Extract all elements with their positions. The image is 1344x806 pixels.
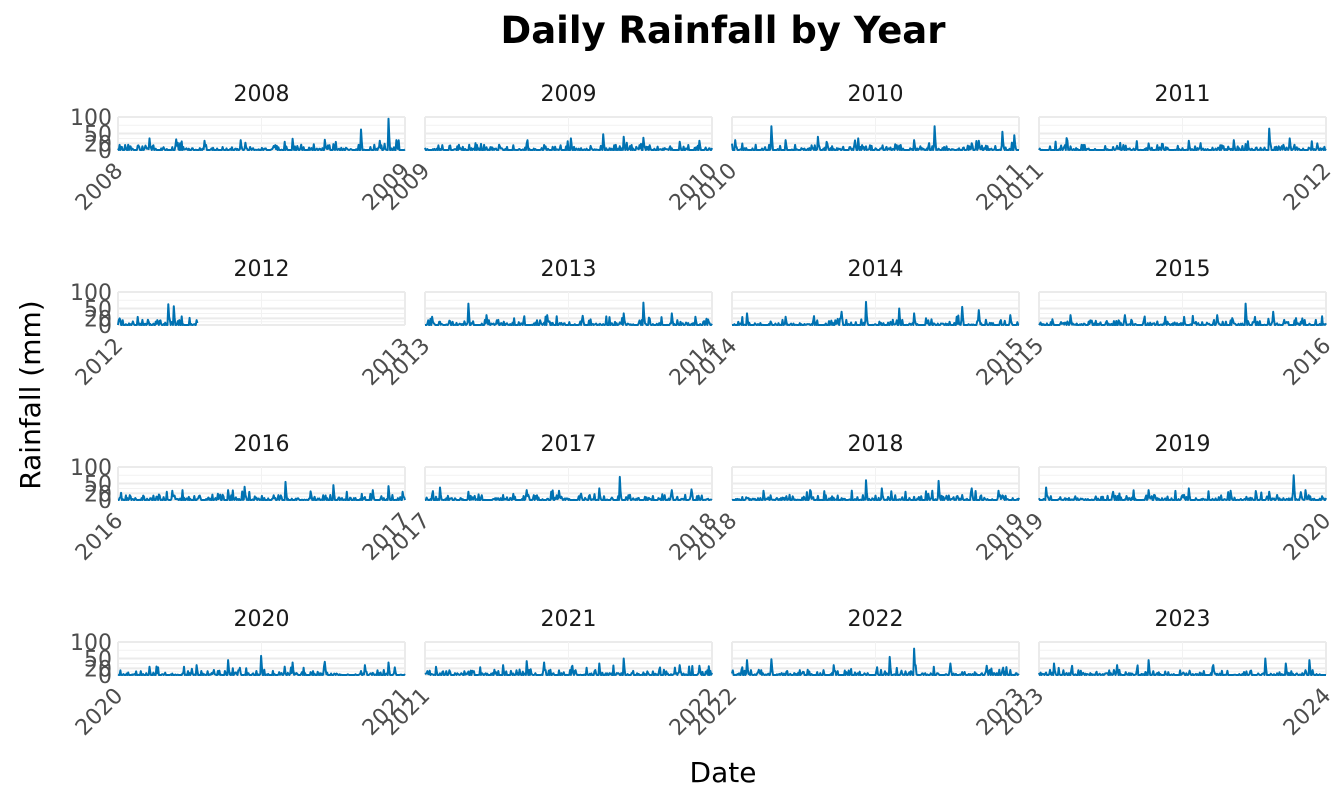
x-axis-title: Date <box>690 756 757 789</box>
facet-strip-label: 2016 <box>234 432 290 457</box>
facet-strip-label: 2023 <box>1155 607 1211 632</box>
x-tick-label: 2008 <box>71 159 128 216</box>
y-tick-label: 100 <box>70 106 112 131</box>
x-tick-label: 2012 <box>1279 159 1336 216</box>
rainfall-series-line <box>424 301 713 326</box>
y-tick-label: 20 <box>84 307 112 332</box>
rainfall-series-line <box>1038 127 1327 151</box>
rainfall-series-line <box>117 480 406 501</box>
rainfall-series-line <box>117 117 406 151</box>
y-tick-label: 100 <box>70 281 112 306</box>
rainfall-series-line <box>117 303 199 326</box>
y-tick-label: 50 <box>84 648 112 673</box>
y-tick-label: 20 <box>84 657 112 682</box>
facet-strip-label: 2012 <box>234 257 290 282</box>
y-tick-label: 50 <box>84 298 112 323</box>
facet-strip-label: 2014 <box>848 257 904 282</box>
y-tick-label: 20 <box>84 482 112 507</box>
facet-strip-label: 2008 <box>234 82 290 107</box>
chart-title: Daily Rainfall by Year <box>500 9 946 52</box>
x-tick-label: 2016 <box>71 509 128 566</box>
rainfall-series-line <box>731 300 1020 326</box>
x-tick-label: 2012 <box>71 334 128 391</box>
rainfall-series-line <box>731 125 1020 151</box>
rainfall-series-line <box>424 657 713 676</box>
facet-strip-label: 2017 <box>541 432 597 457</box>
rainfall-series-line <box>1038 302 1327 326</box>
facet-strip-label: 2009 <box>541 82 597 107</box>
y-tick-label: 50 <box>84 123 112 148</box>
facet-strip-label: 2022 <box>848 607 904 632</box>
rainfall-series-line <box>1038 474 1327 501</box>
y-tick-label: 100 <box>70 631 112 656</box>
rainfall-series-line <box>1038 657 1327 676</box>
y-axis-title: Rainfall (mm) <box>14 300 47 489</box>
facet-strip-label: 2021 <box>541 607 597 632</box>
y-tick-label: 0 <box>98 664 112 689</box>
rainfall-series-line <box>424 475 713 501</box>
y-tick-label: 0 <box>98 139 112 164</box>
y-tick-label: 0 <box>98 489 112 514</box>
y-tick-label: 20 <box>84 132 112 157</box>
facet-strip-label: 2013 <box>541 257 597 282</box>
facet-strip-label: 2020 <box>234 607 290 632</box>
rainfall-series-line <box>731 647 1020 676</box>
facet-strip-label: 2010 <box>848 82 904 107</box>
facet-strip-label: 2018 <box>848 432 904 457</box>
y-tick-label: 0 <box>98 314 112 339</box>
x-tick-label: 2024 <box>1279 684 1336 741</box>
facet-strip-label: 2011 <box>1155 82 1211 107</box>
x-tick-label: 2020 <box>1279 509 1336 566</box>
x-tick-label: 2016 <box>1279 334 1336 391</box>
facet-strip-label: 2015 <box>1155 257 1211 282</box>
facet-strip-label: 2019 <box>1155 432 1211 457</box>
rainfall-series-line <box>731 479 1020 501</box>
y-tick-label: 100 <box>70 456 112 481</box>
x-tick-label: 2020 <box>71 684 128 741</box>
y-tick-label: 50 <box>84 473 112 498</box>
rainfall-series-line <box>117 654 406 676</box>
rainfall-series-line <box>424 133 713 151</box>
